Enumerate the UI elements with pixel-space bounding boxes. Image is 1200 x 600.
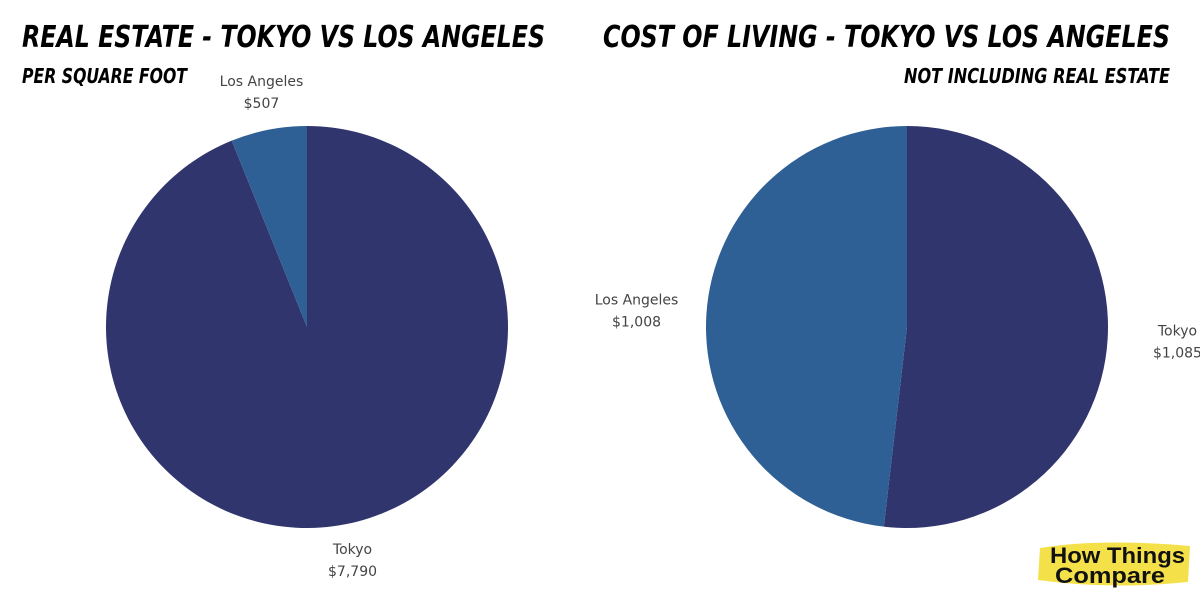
chart-title: REAL ESTATE - TOKYO VS LOS ANGELES [22, 20, 545, 55]
slice-label: Tokyo [332, 542, 372, 558]
slice-label: Tokyo [1157, 324, 1197, 340]
pie-slice [706, 126, 907, 527]
chart-title: COST OF LIVING - TOKYO VS LOS ANGELES [603, 20, 1170, 55]
pie-slice [231, 126, 307, 327]
logo-brush [1038, 542, 1190, 586]
slice-value-label: $507 [244, 96, 280, 112]
chart-subtitle: PER SQUARE FOOT [22, 64, 188, 88]
slice-value-label: $1,008 [612, 314, 661, 330]
slice-value-label: $7,790 [328, 564, 377, 580]
logo-text: How Things [1050, 543, 1185, 568]
slice-label: Los Angeles [595, 292, 679, 308]
slice-label: Los Angeles [220, 74, 304, 90]
logo-text: Compare [1055, 563, 1165, 588]
pie-slice [883, 126, 1109, 528]
logo: How Things Compare [1038, 542, 1190, 588]
slice-value-label: $1,085 [1153, 346, 1200, 362]
chart-subtitle: NOT INCLUDING REAL ESTATE [904, 64, 1170, 88]
